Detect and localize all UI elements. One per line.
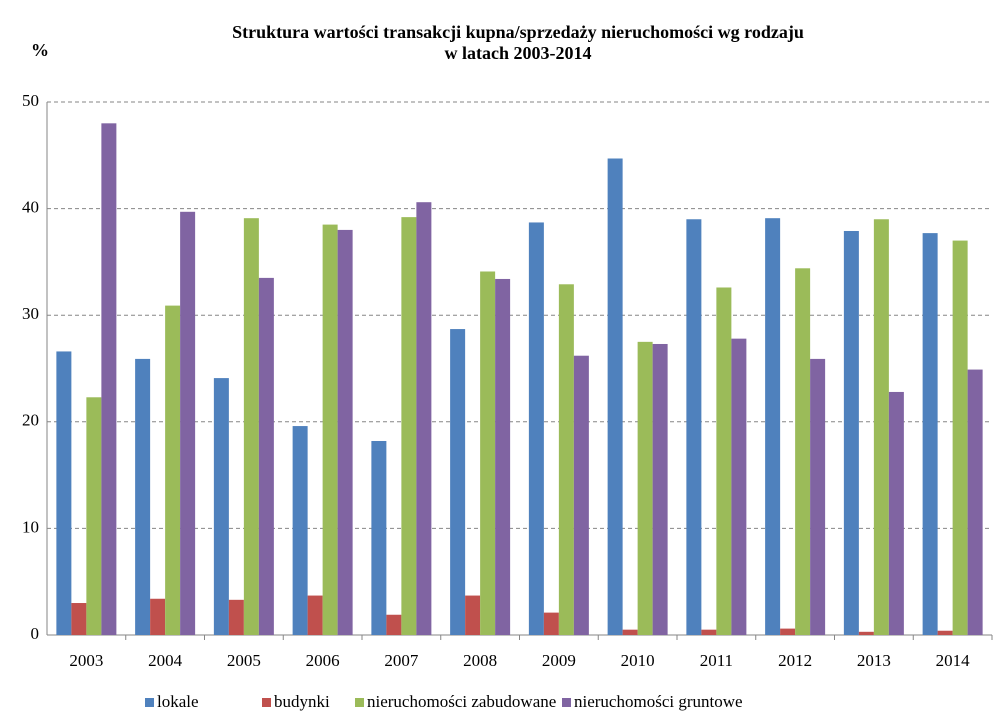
bar xyxy=(543,612,559,635)
x-tick-label: 2012 xyxy=(778,651,812,670)
bar xyxy=(450,329,466,635)
bar xyxy=(967,369,983,635)
x-tick-label: 2013 xyxy=(857,651,891,670)
bar xyxy=(495,278,511,635)
bar xyxy=(56,351,72,635)
chart-title: Struktura wartości transakcji kupna/sprz… xyxy=(232,22,804,42)
bar xyxy=(765,218,781,635)
bar xyxy=(86,397,102,635)
bar xyxy=(150,598,166,635)
bar xyxy=(873,219,889,635)
x-tick-label: 2008 xyxy=(463,651,497,670)
bar xyxy=(780,628,796,635)
bar xyxy=(731,338,747,635)
legend-swatch xyxy=(562,698,571,707)
legend-label: nieruchomości zabudowane xyxy=(367,692,556,711)
bar xyxy=(101,123,117,635)
bar xyxy=(371,440,387,635)
legend-swatch xyxy=(355,698,364,707)
x-tick-label: 2003 xyxy=(69,651,103,670)
legend-label: budynki xyxy=(274,692,330,711)
bar xyxy=(213,378,229,635)
bar xyxy=(307,595,323,635)
bar xyxy=(71,603,87,635)
bar xyxy=(480,271,496,635)
bar xyxy=(135,358,151,635)
y-tick-label: 50 xyxy=(22,91,39,110)
bar xyxy=(952,240,968,635)
x-tick-label: 2004 xyxy=(148,651,183,670)
x-tick-label: 2007 xyxy=(384,651,419,670)
bar xyxy=(416,202,432,636)
bar xyxy=(607,158,623,636)
bar xyxy=(686,219,702,635)
bar xyxy=(858,631,874,635)
bar xyxy=(922,233,938,636)
bar xyxy=(622,629,638,635)
chart-subtitle: w latach 2003-2014 xyxy=(445,43,592,63)
bar xyxy=(888,391,904,635)
x-tick-label: 2006 xyxy=(306,651,340,670)
legend-label: nieruchomości gruntowe xyxy=(574,692,743,711)
y-tick-label: 40 xyxy=(22,198,39,217)
legend-label: lokale xyxy=(157,692,199,711)
bar xyxy=(258,277,274,635)
bar xyxy=(386,614,402,635)
x-tick-label: 2014 xyxy=(936,651,971,670)
bar xyxy=(558,284,574,635)
bar xyxy=(401,217,417,636)
bar xyxy=(937,630,953,635)
bar xyxy=(165,305,181,635)
y-tick-label: 10 xyxy=(22,517,39,536)
x-tick-label: 2011 xyxy=(700,651,733,670)
bar xyxy=(637,341,653,635)
y-tick-label: 0 xyxy=(31,624,40,643)
y-axis-label: % xyxy=(31,40,49,60)
bar xyxy=(652,343,668,635)
bar xyxy=(292,426,308,635)
y-tick-label: 20 xyxy=(22,411,39,430)
bar xyxy=(243,218,259,635)
bar xyxy=(810,358,826,635)
bar xyxy=(795,268,811,635)
bar xyxy=(180,211,196,635)
bar xyxy=(843,230,859,635)
x-tick-label: 2009 xyxy=(542,651,576,670)
bar xyxy=(337,229,353,636)
bar xyxy=(701,629,717,635)
bar xyxy=(716,287,732,635)
x-tick-label: 2010 xyxy=(621,651,655,670)
bar xyxy=(573,355,589,635)
bar xyxy=(228,599,244,635)
legend-swatch xyxy=(145,698,154,707)
x-tick-label: 2005 xyxy=(227,651,261,670)
y-tick-label: 30 xyxy=(22,304,39,323)
bar xyxy=(528,222,544,635)
bar xyxy=(322,224,338,635)
legend-swatch xyxy=(262,698,271,707)
bar xyxy=(465,595,481,635)
